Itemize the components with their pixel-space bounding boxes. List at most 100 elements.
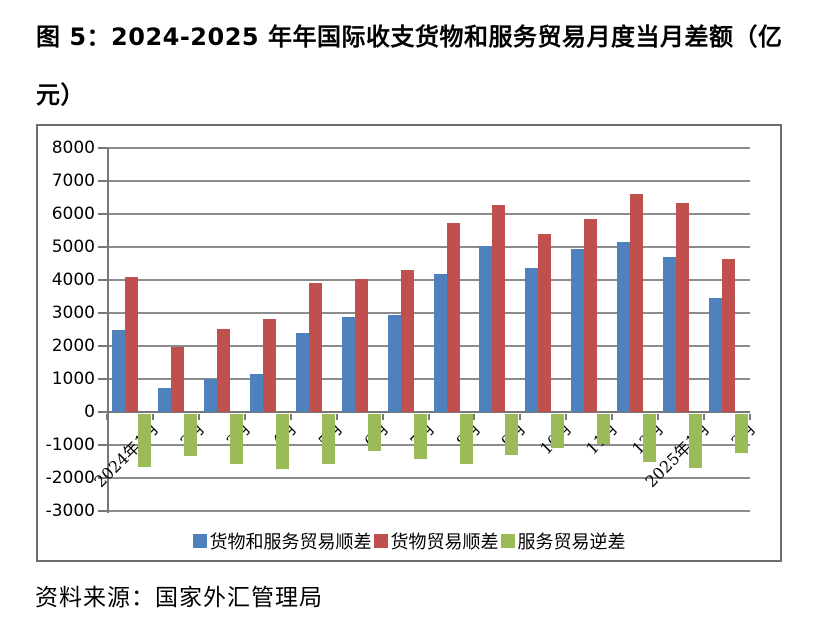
bar-series2-cat1 — [125, 277, 138, 412]
bar-series1-cat3 — [203, 379, 217, 412]
y-axis-tick — [98, 180, 107, 182]
x-axis-tick — [473, 414, 476, 420]
y-axis — [107, 148, 109, 513]
y-axis-tick — [98, 213, 107, 215]
bar-series1-cat2 — [157, 388, 171, 412]
legend-swatch-icon — [373, 534, 388, 548]
y-axis-label: -2000 — [45, 468, 95, 488]
x-axis-tick — [611, 414, 614, 420]
bar-series1-cat5 — [295, 333, 309, 412]
y-axis-label: 5000 — [51, 237, 95, 257]
bar-series2-cat6 — [354, 279, 368, 412]
x-axis-tick — [381, 414, 384, 420]
bar-series3-cat8 — [459, 414, 473, 465]
bar-series3-cat4 — [275, 414, 289, 469]
gridline — [107, 213, 750, 215]
bar-series3-cat14 — [735, 414, 749, 454]
y-axis-label: -1000 — [45, 435, 95, 455]
y-axis-tick — [98, 312, 107, 314]
bar-series1-cat7 — [387, 314, 401, 412]
y-axis-tick — [98, 345, 107, 347]
source-note: 资料来源：国家外汇管理局 — [35, 585, 323, 611]
y-axis-tick — [98, 147, 107, 149]
x-axis-tick — [657, 414, 660, 420]
bar-series3-cat2 — [183, 414, 197, 456]
x-axis-tick — [243, 414, 246, 420]
legend-item: 货物贸易顺差 — [373, 528, 499, 554]
legend-swatch-icon — [192, 534, 207, 548]
bar-series3-cat3 — [229, 414, 243, 465]
bar-series2-cat4 — [262, 319, 276, 412]
legend-item: 货物和服务贸易顺差 — [192, 528, 372, 554]
bar-series3-cat13 — [689, 414, 703, 468]
bar-series1-cat11 — [571, 248, 585, 412]
gridline — [107, 510, 750, 512]
gridline — [107, 180, 750, 182]
y-axis-tick — [98, 378, 107, 380]
bar-series1-cat4 — [249, 374, 263, 412]
bar-series1-cat10 — [525, 267, 539, 412]
y-axis-label: 0 — [84, 402, 95, 422]
x-axis-tick — [749, 414, 751, 420]
gridline — [107, 312, 750, 314]
y-axis-tick — [98, 477, 107, 479]
bar-series3-cat9 — [505, 414, 519, 455]
y-axis-tick — [98, 411, 107, 413]
y-axis-tick — [98, 444, 107, 446]
bar-series1-cat9 — [479, 246, 493, 412]
y-axis-label: 6000 — [51, 204, 95, 224]
gridline — [107, 477, 750, 479]
gridline — [107, 246, 750, 248]
bar-series2-cat5 — [308, 282, 322, 412]
legend-label: 货物贸易顺差 — [390, 532, 499, 553]
bar-series2-cat7 — [400, 270, 414, 412]
x-axis-tick — [519, 414, 522, 420]
x-axis-tick — [427, 414, 430, 420]
y-axis-label: 2000 — [51, 336, 95, 356]
figure-title-line-2: 元） — [36, 81, 85, 109]
bar-series1-cat8 — [433, 273, 447, 412]
bar-series3-cat11 — [597, 414, 611, 444]
bar-series2-cat12 — [630, 194, 644, 412]
x-axis-line — [107, 411, 750, 413]
figure-title-line-1: 图 5：2024-2025 年年国际收支货物和服务贸易月度当月差额（亿 — [36, 23, 783, 51]
legend-label: 服务贸易逆差 — [517, 532, 626, 553]
bar-series3-cat10 — [551, 414, 565, 448]
y-axis-label: -3000 — [45, 501, 95, 521]
y-axis-label: 7000 — [51, 171, 95, 191]
x-axis-tick — [151, 414, 154, 420]
y-axis-tick — [98, 246, 107, 248]
legend: 货物和服务贸易顺差 货物贸易顺差 服务贸易逆差 — [38, 528, 780, 554]
bar-series2-cat11 — [584, 219, 598, 412]
gridline — [107, 279, 750, 281]
bar-series1-cat6 — [341, 316, 355, 412]
bar-series2-cat14 — [722, 258, 736, 412]
bar-series3-cat7 — [413, 414, 427, 459]
bar-series2-cat3 — [216, 328, 230, 412]
bar-series1-cat13 — [663, 256, 677, 412]
y-axis-tick — [98, 510, 107, 512]
legend-item: 服务贸易逆差 — [500, 528, 626, 554]
bar-series1-cat14 — [709, 297, 723, 412]
bar-series2-cat10 — [538, 234, 552, 412]
x-axis-tick — [335, 414, 338, 420]
bar-series2-cat9 — [492, 205, 506, 412]
legend-swatch-icon — [500, 534, 515, 548]
y-axis-label: 8000 — [51, 138, 95, 158]
figure-title: 图 5：2024-2025 年年国际收支货物和服务贸易月度当月差额（亿 元） — [36, 8, 816, 124]
bar-series2-cat13 — [676, 203, 690, 412]
bar-series2-cat8 — [446, 223, 460, 412]
bar-series1-cat12 — [617, 241, 631, 412]
chart-frame: 8000 7000 6000 5000 4000 3000 2000 1000 0 -1000 -2… — [36, 124, 782, 562]
y-axis-label: 3000 — [51, 303, 95, 323]
gridline — [107, 345, 750, 347]
bar-series3-cat12 — [643, 414, 657, 462]
legend-label: 货物和服务贸易顺差 — [209, 532, 372, 553]
gridline — [107, 444, 750, 446]
plot-area: 8000 7000 6000 5000 4000 3000 2000 1000 0 -1000 -2… — [38, 126, 780, 560]
y-axis-tick — [98, 279, 107, 281]
x-axis-tick — [106, 414, 108, 420]
y-axis-label: 1000 — [51, 369, 95, 389]
gridline — [107, 378, 750, 380]
